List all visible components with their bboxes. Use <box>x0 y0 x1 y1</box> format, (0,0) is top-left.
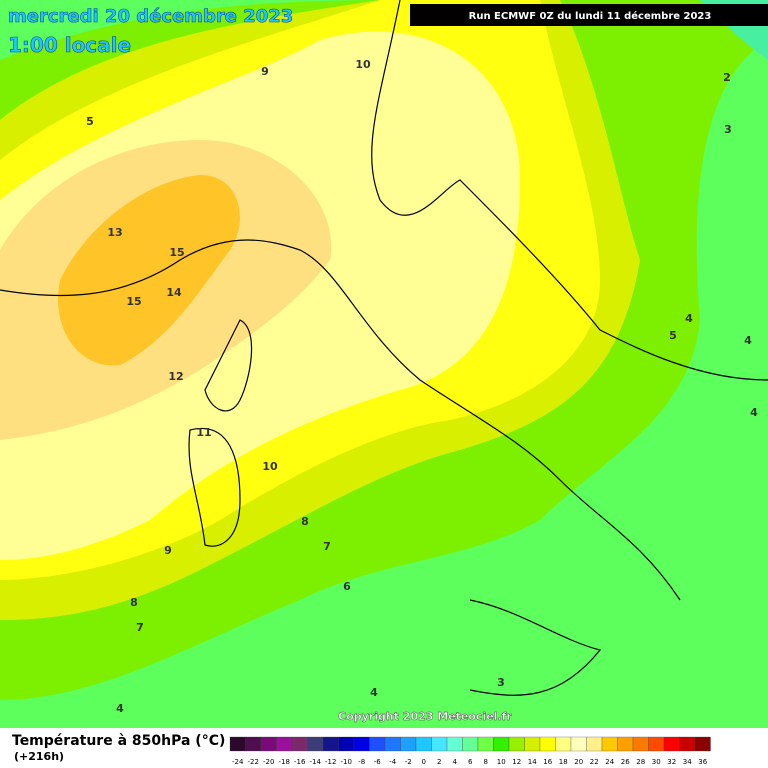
colorbar-swatch <box>229 736 246 752</box>
contour-label: 7 <box>323 540 331 553</box>
colorbar-label: -20 <box>263 758 274 766</box>
colorbar-swatch <box>276 736 293 752</box>
colorbar-swatch <box>493 736 510 752</box>
copyright: Copyright 2023 Meteociel.fr <box>338 710 512 723</box>
lead-time: (+216h) <box>14 750 64 763</box>
colorbar-label: -10 <box>341 758 352 766</box>
colorbar-swatch <box>260 736 277 752</box>
colorbar-swatch <box>601 736 618 752</box>
contour-label: 3 <box>724 123 732 136</box>
colorbar-label: -24 <box>232 758 244 766</box>
contour-label: 14 <box>166 286 182 299</box>
run-banner <box>410 4 768 26</box>
colorbar-swatch <box>338 736 355 752</box>
forecast-date: mercredi 20 décembre 2023 <box>8 6 293 27</box>
colorbar-label: 26 <box>621 758 630 766</box>
contour-label: 8 <box>130 596 138 609</box>
colorbar-label: -2 <box>405 758 412 766</box>
colorbar-label: 6 <box>468 758 473 766</box>
colorbar-swatch <box>539 736 556 752</box>
colorbar-label: -18 <box>279 758 290 766</box>
colorbar-swatch <box>632 736 649 752</box>
contour-label: 6 <box>343 580 351 593</box>
colorbar-label: 32 <box>667 758 676 766</box>
contour-label: 15 <box>126 295 141 308</box>
contour-label: 4 <box>744 334 752 347</box>
colorbar-label: -8 <box>358 758 365 766</box>
colorbar-swatch <box>307 736 324 752</box>
colorbar-swatch <box>694 736 711 752</box>
contour-label: 7 <box>136 621 144 634</box>
colorbar: -24 -22 -20 -18 -16 -14 -12 -10 -8 -6 -4 -2 0 2 4 6 8 10 1… <box>229 736 711 766</box>
colorbar-swatch <box>415 736 432 752</box>
colorbar-label: 10 <box>497 758 506 766</box>
colorbar-label: 4 <box>453 758 458 766</box>
colorbar-swatch <box>384 736 401 752</box>
colorbar-label: 20 <box>574 758 583 766</box>
colorbar-label: 22 <box>590 758 599 766</box>
colorbar-label: -14 <box>310 758 322 766</box>
colorbar-label: 24 <box>605 758 614 766</box>
colorbar-label: 0 <box>422 758 426 766</box>
colorbar-swatch <box>245 736 262 752</box>
contour-label: 2 <box>723 71 731 84</box>
colorbar-label: 8 <box>484 758 488 766</box>
colorbar-label: -16 <box>294 758 306 766</box>
colorbar-swatch <box>400 736 417 752</box>
colorbar-label: -6 <box>374 758 382 766</box>
colorbar-label: 16 <box>543 758 552 766</box>
warm-zone <box>58 175 241 366</box>
colorbar-label: -4 <box>389 758 397 766</box>
contour-label: 15 <box>169 246 184 259</box>
colorbar-label: -12 <box>325 758 336 766</box>
contour-label: 9 <box>164 544 172 557</box>
contour-label: 5 <box>669 329 677 342</box>
contour-label: 12 <box>168 370 183 383</box>
colorbar-label: 36 <box>698 758 707 766</box>
colorbar-swatch <box>586 736 603 752</box>
colorbar-label: 34 <box>683 758 692 766</box>
colorbar-swatch <box>663 736 680 752</box>
colorbar-swatch <box>353 736 370 752</box>
colorbar-label: 14 <box>528 758 537 766</box>
contour-label: 4 <box>750 406 758 419</box>
colorbar-label: 12 <box>512 758 521 766</box>
contour-label: 8 <box>301 515 309 528</box>
colorbar-swatch <box>369 736 386 752</box>
run-info: Run ECMWF 0Z du lundi 11 décembre 2023 <box>469 10 712 22</box>
colorbar-swatch <box>431 736 448 752</box>
colorbar-swatch <box>617 736 634 752</box>
colorbar-label: -22 <box>248 758 259 766</box>
contour-label: 13 <box>107 226 122 239</box>
colorbar-label: 28 <box>636 758 645 766</box>
colorbar-swatch <box>291 736 308 752</box>
colorbar-swatch <box>679 736 696 752</box>
legend-title: Température à 850hPa (°C) <box>12 733 225 749</box>
coastline <box>0 0 768 696</box>
colorbar-swatch <box>524 736 541 752</box>
contour-label: 4 <box>370 686 378 699</box>
colorbar-swatch <box>508 736 525 752</box>
contour-label: 9 <box>261 65 269 78</box>
colorbar-swatch <box>648 736 665 752</box>
colorbar-swatch <box>555 736 572 752</box>
colorbar-swatch <box>570 736 587 752</box>
colorbar-swatch <box>446 736 463 752</box>
colorbar-label: 18 <box>559 758 568 766</box>
contour-label: 5 <box>86 115 94 128</box>
colorbar-label: 2 <box>437 758 441 766</box>
colorbar-swatch <box>322 736 339 752</box>
contour-label: 4 <box>116 702 124 715</box>
contour-label: 4 <box>685 312 693 325</box>
contour-label: 11 <box>196 426 211 439</box>
colorbar-swatch <box>477 736 494 752</box>
forecast-time: 1:00 locale <box>8 33 131 57</box>
colorbar-swatch <box>462 736 479 752</box>
colorbar-label: 30 <box>652 758 661 766</box>
contour-label: 10 <box>355 58 371 71</box>
contour-label: 10 <box>262 460 278 473</box>
contour-label: 3 <box>497 676 505 689</box>
